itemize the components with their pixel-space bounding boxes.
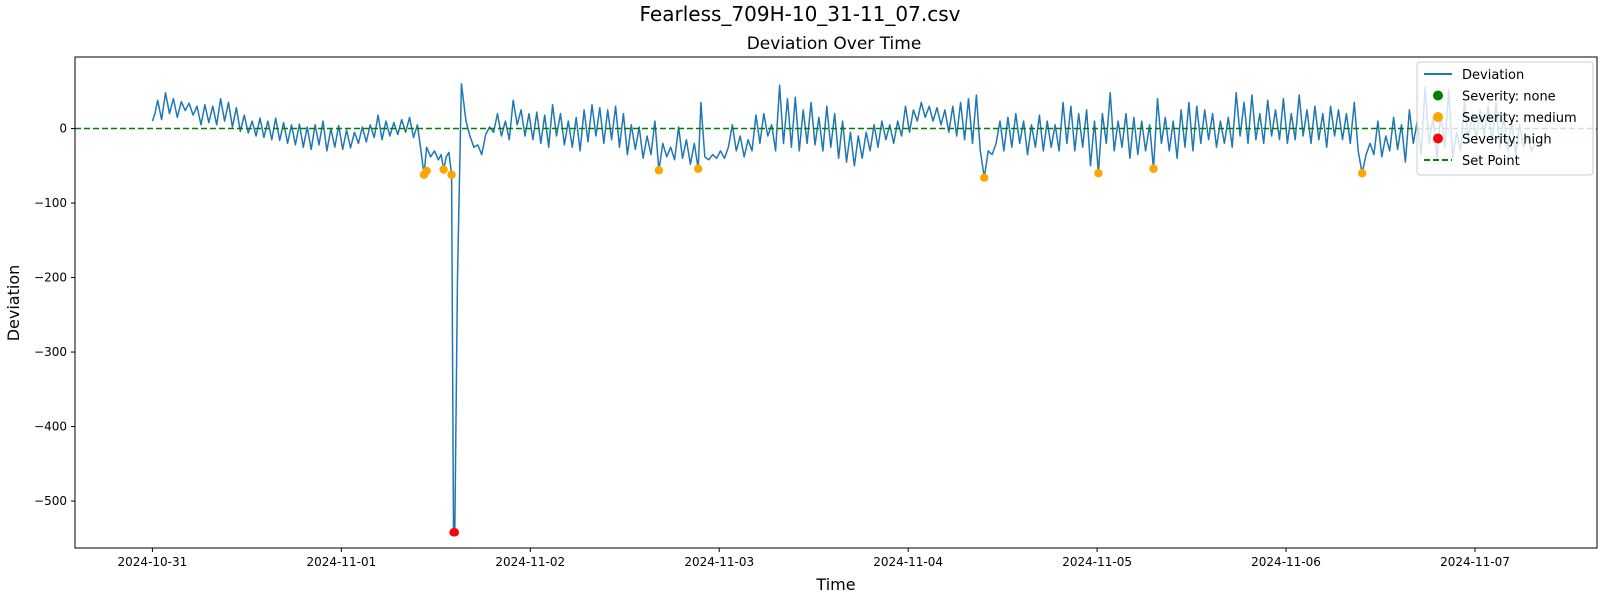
legend-label: Deviation <box>1462 68 1524 83</box>
severity-point-medium <box>1357 169 1367 178</box>
legend-label: Set Point <box>1462 154 1520 169</box>
plot-area <box>75 83 1597 537</box>
severity-point-medium <box>422 166 431 176</box>
y-tick-label: −300 <box>34 345 67 359</box>
deviation-series-line <box>151 83 1536 534</box>
y-tick-label: 0 <box>59 122 67 136</box>
legend-label: Severity: none <box>1462 90 1556 105</box>
x-tick-label: 2024-10-31 <box>118 555 188 569</box>
legend-box <box>1416 61 1594 176</box>
y-tick-label: −100 <box>34 196 67 210</box>
x-tick-label: 2024-11-06 <box>1251 555 1321 569</box>
legend-swatch-dot <box>1433 112 1443 122</box>
x-tick-label: 2024-11-03 <box>684 555 754 569</box>
x-tick-label: 2024-11-01 <box>306 555 376 569</box>
x-tick-label: 2024-11-05 <box>1062 555 1132 569</box>
x-tick-label: 2024-11-04 <box>873 555 943 569</box>
x-axis-label: Time <box>815 575 855 594</box>
severity-point-high <box>450 528 460 537</box>
legend: Deviation Severity: none Severity: medium S… <box>1416 61 1594 176</box>
axes-frame <box>74 56 1598 549</box>
figure-suptitle: Fearless_709H-10_31-11_07.csv <box>640 2 961 26</box>
severity-point-medium <box>980 173 989 182</box>
y-tick-label: −200 <box>34 271 67 285</box>
legend-swatch-dot <box>1433 90 1443 101</box>
legend-label: Severity: high <box>1462 133 1552 148</box>
y-tick-label: −400 <box>34 420 67 434</box>
severity-point-medium <box>447 170 456 179</box>
x-axis-ticks: 2024-10-31 2024-11-01 2024-11-02 2024-11-03… <box>118 548 1510 569</box>
x-tick-label: 2024-11-07 <box>1440 555 1510 569</box>
x-tick-label: 2024-11-02 <box>495 555 565 569</box>
y-axis-label: Deviation <box>4 265 23 342</box>
legend-label: Severity: medium <box>1462 111 1577 126</box>
y-tick-label: −500 <box>34 494 67 508</box>
severity-point-medium <box>1149 164 1158 173</box>
severity-point-medium <box>1094 169 1103 178</box>
severity-point-medium <box>654 166 664 175</box>
severity-point-medium <box>439 165 448 174</box>
severity-point-medium <box>694 164 703 173</box>
chart-title: Deviation Over Time <box>747 34 922 54</box>
legend-swatch-dot <box>1433 133 1443 144</box>
y-axis-ticks: 0 −100 −200 −300 −400 −500 <box>34 122 75 508</box>
